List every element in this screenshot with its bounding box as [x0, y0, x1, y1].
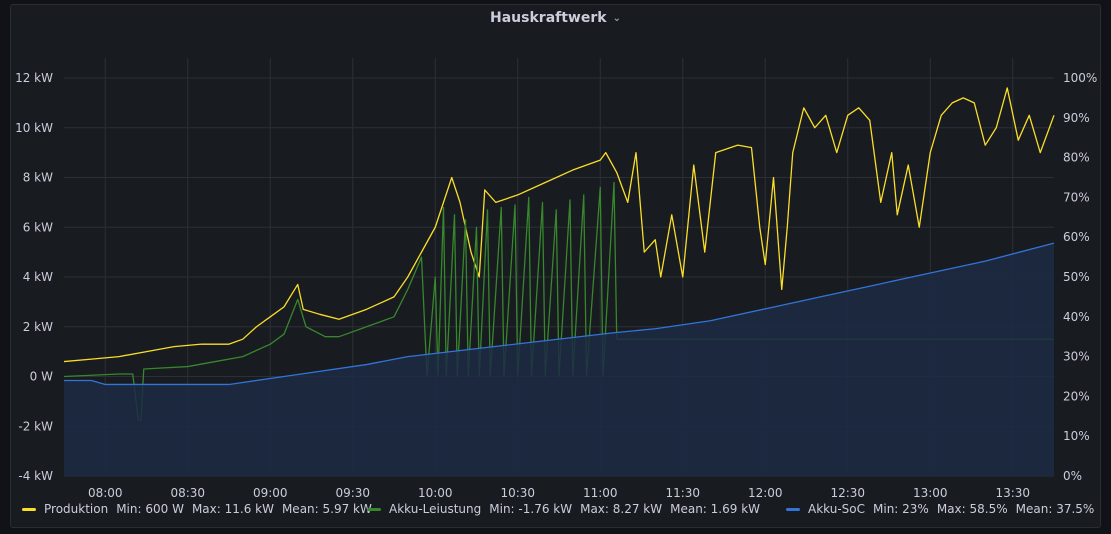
- legend-item-akku-soc[interactable]: Akku-SoC Min: 23% Max: 58.5% Mean: 37.5%: [786, 502, 1094, 516]
- x-tick-label: 12:00: [748, 486, 783, 500]
- y-left-tick-label: -2 kW: [18, 419, 53, 433]
- x-tick-label: 09:30: [335, 486, 370, 500]
- y-left-tick-label: -4 kW: [18, 469, 53, 483]
- x-tick-label: 08:00: [88, 486, 123, 500]
- y-right-tick-label: 0%: [1063, 469, 1082, 483]
- y-left-tick-label: 2 kW: [23, 320, 53, 334]
- legend-label: Akku-SoC: [808, 502, 866, 516]
- y-right-tick-label: 10%: [1063, 429, 1090, 443]
- legend-item-produktion[interactable]: Produktion Min: 600 W Max: 11.6 kW Mean:…: [22, 502, 372, 516]
- legend-max: Max: 58.5%: [936, 502, 1008, 516]
- legend-swatch-akku-soc: [786, 507, 800, 511]
- y-axis-right: 0% 10% 20% 30% 40% 50% 60% 70% 80% 90% 100%: [1063, 71, 1097, 483]
- y-left-tick-label: 6 kW: [23, 220, 53, 234]
- legend-mean: Mean: 37.5%: [1015, 502, 1095, 516]
- legend: Produktion Min: 600 W Max: 11.6 kW Mean:…: [22, 502, 1102, 520]
- legend-swatch-akku-leistung: [367, 507, 381, 511]
- y-left-tick-label: 10 kW: [15, 121, 53, 135]
- y-axis-left: -4 kW -2 kW 0 W 2 kW 4 kW 6 kW 8 kW 10 kW 12 kW: [15, 71, 53, 483]
- series-area-akku-soc: [64, 243, 1054, 476]
- x-tick-label: 11:30: [665, 486, 700, 500]
- y-right-tick-label: 90%: [1063, 111, 1090, 125]
- x-tick-label: 10:30: [500, 486, 535, 500]
- series-layer: [63, 87, 1055, 476]
- series-line-akku-soc: [64, 242, 1055, 386]
- y-right-tick-label: 40%: [1063, 310, 1090, 324]
- y-left-tick-label: 4 kW: [23, 270, 53, 284]
- chevron-down-icon[interactable]: ⌄: [612, 12, 621, 24]
- series-line-produktion: [63, 87, 1055, 363]
- legend-swatch-produktion: [22, 507, 36, 511]
- legend-label: Akku-Leiustung: [389, 502, 482, 516]
- x-tick-label: 13:00: [913, 486, 948, 500]
- legend-min: Min: 600 W: [116, 502, 184, 516]
- y-right-tick-label: 50%: [1063, 270, 1090, 284]
- legend-min: Min: -1.76 kW: [489, 502, 573, 516]
- x-tick-label: 12:30: [830, 486, 865, 500]
- panel-header[interactable]: Hauskraftwerk ⌄: [0, 6, 1111, 30]
- legend-min: Min: 23%: [873, 502, 929, 516]
- y-left-tick-label: 0 W: [30, 370, 53, 384]
- legend-max: Max: 11.6 kW: [191, 502, 274, 516]
- legend-label: Produktion: [44, 502, 109, 516]
- x-tick-label: 13:30: [995, 486, 1030, 500]
- y-left-tick-label: 8 kW: [23, 171, 53, 185]
- y-right-tick-label: 70%: [1063, 190, 1090, 204]
- legend-max: Max: 8.27 kW: [580, 502, 663, 516]
- legend-mean: Mean: 1.69 kW: [670, 502, 761, 516]
- x-tick-label: 11:00: [583, 486, 618, 500]
- panel-title[interactable]: Hauskraftwerk: [490, 10, 607, 26]
- x-tick-label: 10:00: [418, 486, 453, 500]
- y-right-tick-label: 20%: [1063, 389, 1090, 403]
- legend-mean: Mean: 5.97 kW: [281, 502, 372, 516]
- y-right-tick-label: 80%: [1063, 151, 1090, 165]
- y-right-tick-label: 60%: [1063, 230, 1090, 244]
- y-right-tick-label: 100%: [1063, 71, 1097, 85]
- x-axis: 08:00 08:30 09:00 09:30 10:00 10:30 11:00 11:30…: [88, 486, 1030, 500]
- y-left-tick-label: 12 kW: [15, 71, 53, 85]
- x-tick-label: 08:30: [170, 486, 205, 500]
- y-right-tick-label: 30%: [1063, 350, 1090, 364]
- legend-item-akku-leistung[interactable]: Akku-Leiustung Min: -1.76 kW Max: 8.27 k…: [367, 502, 760, 516]
- x-tick-label: 09:00: [253, 486, 288, 500]
